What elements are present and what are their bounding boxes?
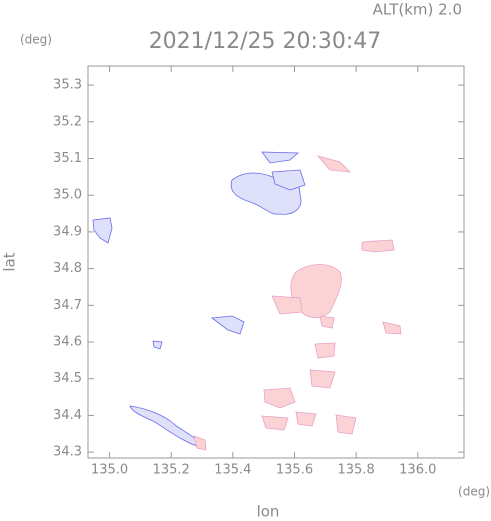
echo-blob bbox=[316, 155, 352, 173]
echo-blob bbox=[361, 239, 395, 253]
y-tick-label: 34.4 bbox=[53, 408, 82, 423]
y-axis-label: lat bbox=[1, 252, 19, 271]
echo-blob bbox=[271, 295, 303, 315]
y-tick-label: 35.3 bbox=[53, 78, 82, 93]
echo-blob bbox=[319, 315, 335, 329]
y-tick-label: 35.2 bbox=[53, 114, 82, 129]
y-tick-label: 34.8 bbox=[53, 261, 82, 276]
y-unit: (deg) bbox=[20, 33, 52, 47]
echo-blob bbox=[92, 217, 113, 244]
x-tick-label: 135.4 bbox=[214, 463, 251, 478]
y-tick-label: 35.0 bbox=[53, 188, 82, 203]
echo-blob bbox=[193, 435, 207, 451]
plot-frame bbox=[87, 65, 465, 459]
echo-blob bbox=[295, 411, 317, 427]
x-tick-label: 135.8 bbox=[338, 463, 375, 478]
echo-blob bbox=[261, 415, 289, 431]
echo-blob bbox=[314, 342, 336, 359]
y-tick-label: 34.7 bbox=[53, 298, 82, 313]
echo-regions bbox=[92, 151, 402, 451]
echo-blob bbox=[261, 151, 300, 164]
y-tick-label: 35.1 bbox=[53, 151, 82, 166]
y-tick-label: 34.3 bbox=[53, 445, 82, 460]
echo-blob bbox=[152, 340, 163, 350]
alt-label: ALT(km) 2.0 bbox=[373, 1, 462, 19]
echo-blob bbox=[382, 321, 402, 335]
x-tick-label: 135.0 bbox=[91, 463, 128, 478]
chart-title: 2021/12/25 20:30:47 bbox=[149, 29, 382, 54]
x-tick-label: 135.6 bbox=[276, 463, 313, 478]
x-unit: (deg) bbox=[458, 485, 490, 499]
echo-blob bbox=[335, 414, 357, 435]
x-tick-label: 136.0 bbox=[399, 463, 436, 478]
y-tick-label: 34.9 bbox=[53, 224, 82, 239]
y-tick-label: 34.5 bbox=[53, 371, 82, 386]
echo-blob bbox=[210, 315, 245, 335]
x-tick-label: 135.2 bbox=[153, 463, 190, 478]
echo-blob bbox=[263, 387, 296, 409]
echo-blob bbox=[309, 369, 336, 389]
echo-blob bbox=[271, 169, 306, 191]
x-axis-label: lon bbox=[257, 503, 280, 521]
echo-blob bbox=[129, 405, 206, 449]
y-tick-label: 34.6 bbox=[53, 335, 82, 350]
